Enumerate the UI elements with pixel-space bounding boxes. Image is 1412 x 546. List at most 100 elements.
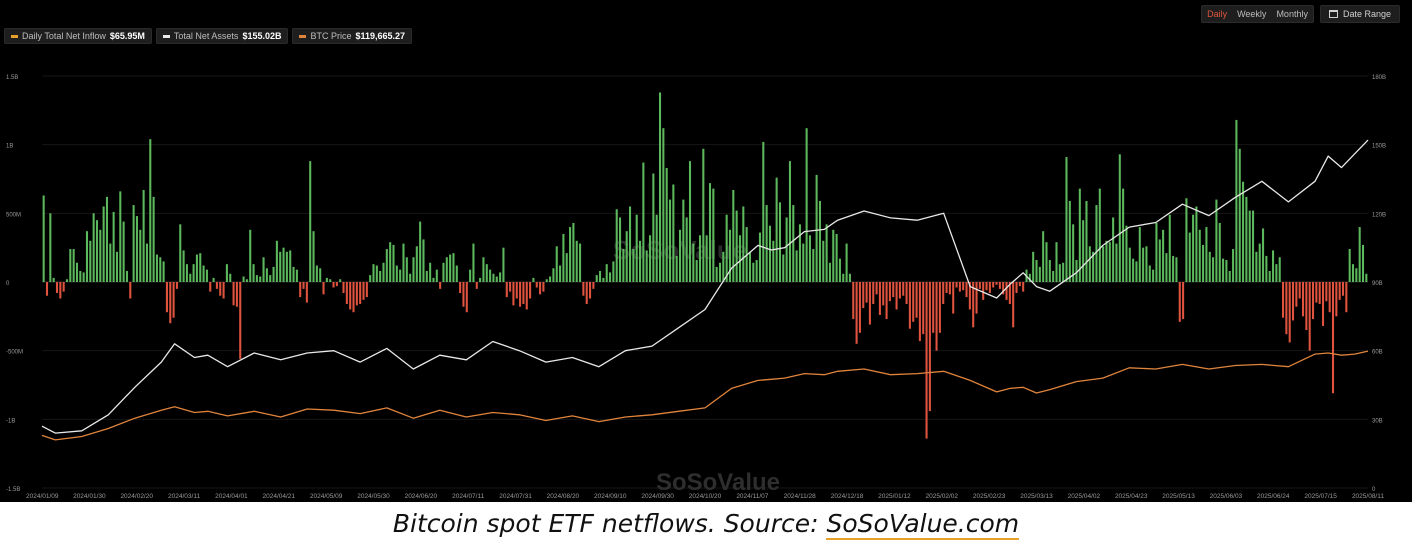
netflow-bar [1238, 148, 1241, 282]
netflow-bar [469, 269, 472, 282]
netflow-bar [622, 249, 625, 282]
netflow-bar [1272, 250, 1275, 282]
netflow-bar [732, 189, 735, 282]
netflow-bar [109, 243, 112, 282]
netflow-bar [808, 235, 811, 282]
netflow-bar [472, 243, 475, 282]
netflow-bar [429, 262, 432, 282]
netflow-bar [1095, 205, 1098, 282]
netflow-bar [1068, 200, 1071, 282]
left-tick-label: -1B [6, 418, 15, 424]
netflow-bar [539, 282, 542, 295]
netflow-bar [412, 257, 415, 282]
right-tick-label: 60B [1372, 350, 1383, 356]
netflow-bar [605, 264, 608, 282]
netflow-bar [845, 243, 848, 282]
x-tick-label: 2024/10/20 [689, 493, 722, 500]
right-tick-label: 150B [1372, 144, 1386, 150]
netflow-bar [512, 282, 515, 306]
legend-btc[interactable]: BTC Price $119,665.27 [292, 28, 413, 44]
x-tick-label: 2025/04/23 [1115, 493, 1148, 500]
x-tick-label: 2025/04/02 [1068, 493, 1101, 500]
netflow-bar [1042, 231, 1045, 282]
date-range-button[interactable]: Date Range [1319, 5, 1400, 23]
netflow-bar [975, 282, 978, 314]
netflow-bar [1252, 210, 1255, 282]
netflow-bar [372, 264, 375, 282]
netflow-bar [232, 282, 235, 306]
netflow-bar [545, 279, 548, 282]
netflow-bar [499, 272, 502, 282]
netflow-bar [1331, 282, 1335, 394]
x-tick-label: 2024/07/31 [499, 493, 532, 500]
monthly-button[interactable]: Monthly [1276, 9, 1308, 19]
netflow-bar [1112, 217, 1115, 282]
netflow-bar [425, 271, 428, 282]
netflow-bar [642, 162, 645, 282]
legend-inflow[interactable]: Daily Total Net Inflow $65.95M [4, 28, 152, 44]
x-tick-label: 2025/05/13 [1162, 493, 1195, 500]
netflow-bar [269, 275, 272, 282]
netflow-bar [129, 282, 132, 299]
netflow-bar [585, 282, 588, 304]
netflow-bar [159, 257, 162, 282]
left-tick-label: -1.5B [6, 487, 20, 493]
legend-assets[interactable]: Total Net Assets $155.02B [155, 28, 289, 44]
netflow-bar [1105, 240, 1108, 282]
netflow-bar [462, 282, 465, 307]
netflow-bar [332, 282, 335, 288]
netflow-bar [945, 282, 948, 293]
netflow-bar [149, 139, 152, 282]
x-tick-label: 2024/12/18 [831, 493, 864, 500]
netflow-bar [322, 282, 325, 295]
netflow-bar [465, 282, 468, 313]
netflow-bar [652, 173, 655, 282]
netflow-bar [102, 206, 105, 282]
netflow-bar [245, 279, 248, 282]
x-tick-label: 2024/01/09 [26, 493, 59, 500]
netflow-bar [878, 282, 881, 315]
netflow-bar [928, 282, 931, 412]
netflow-bar [1278, 257, 1281, 282]
netflow-bar [202, 265, 205, 282]
netflow-bar [1282, 282, 1285, 318]
netflow-bar [305, 282, 308, 303]
netflow-bar [1055, 242, 1058, 282]
netflow-bar [179, 224, 182, 282]
netflow-bar [1142, 247, 1145, 282]
netflow-bar [592, 282, 595, 289]
netflow-bar [222, 282, 225, 299]
daily-button[interactable]: Daily [1207, 9, 1228, 19]
netflow-bar [1132, 258, 1135, 282]
netflow-bar [1225, 260, 1228, 282]
netflow-bar [748, 251, 752, 282]
netflow-bar [1275, 264, 1278, 282]
netflow-bar [1192, 214, 1195, 282]
netflow-bar [1072, 224, 1075, 282]
netflow-bar [1145, 246, 1148, 282]
netflow-bar [1115, 243, 1118, 282]
netflow-bar [49, 213, 52, 282]
netflow-bar [668, 199, 672, 282]
netflow-bar [1078, 188, 1081, 282]
netflow-bar [712, 188, 715, 282]
x-tick-label: 2024/07/11 [452, 493, 484, 500]
netflow-bar [662, 128, 665, 282]
netflow-bar [422, 239, 425, 282]
weekly-button[interactable]: Weekly [1237, 9, 1267, 19]
netflow-bar [1262, 228, 1265, 282]
netflow-bar [982, 282, 985, 300]
netflow-bar [1302, 282, 1305, 317]
netflow-bar [572, 222, 575, 282]
netflow-bar [752, 262, 755, 282]
netflow-bar [822, 240, 825, 282]
netflow-bar [1265, 255, 1268, 282]
net-assets-line [41, 139, 1369, 434]
source-link[interactable]: SoSoValue.com [826, 509, 1020, 540]
series-lines [41, 139, 1369, 441]
netflow-bar [395, 265, 398, 282]
netflow-bar [92, 213, 95, 282]
netflow-bar [1038, 266, 1041, 282]
netflow-bar [1288, 282, 1291, 343]
netflow-bar [1292, 282, 1295, 321]
